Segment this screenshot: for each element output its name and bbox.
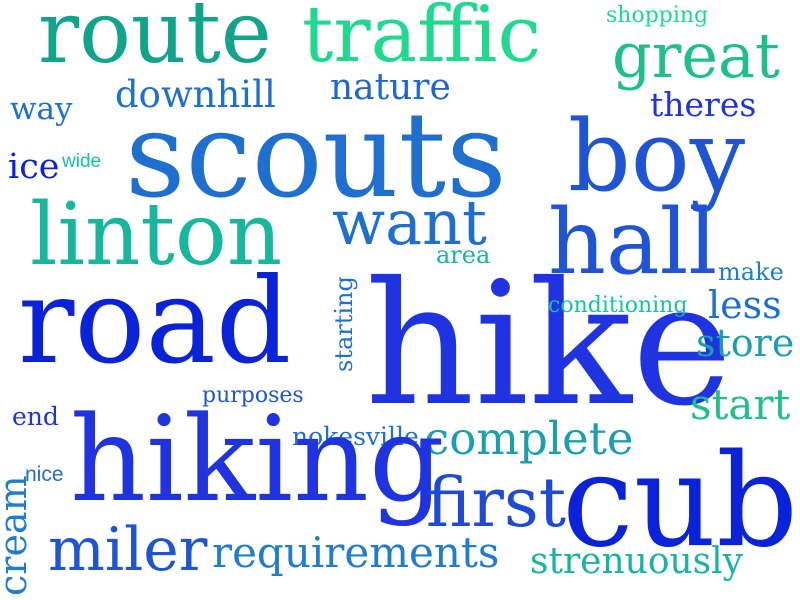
word-starting: starting <box>330 276 358 372</box>
word-traffic: traffic <box>302 0 542 80</box>
word-area: area <box>436 241 491 269</box>
word-way: way <box>10 91 73 127</box>
word-cream: cream <box>0 475 35 596</box>
word-ice: ice <box>8 147 60 187</box>
word-end: end <box>12 402 59 431</box>
word-make: make <box>718 258 784 286</box>
word-nature: nature <box>330 67 451 108</box>
word-road: road <box>18 252 292 390</box>
word-cub: cub <box>562 427 799 576</box>
word-theres: theres <box>650 85 757 124</box>
word-scouts: scouts <box>125 86 507 224</box>
word-great: great <box>612 19 780 92</box>
word-wide: wide <box>62 151 102 172</box>
word-want: want <box>332 186 487 259</box>
word-nokesville: nokesville <box>292 422 419 451</box>
word-conditioning: conditioning <box>548 293 688 318</box>
word-boy: boy <box>568 100 746 214</box>
word-purposes: purposes <box>202 383 304 408</box>
word-first: first <box>426 464 567 543</box>
word-hall: hall <box>548 190 718 295</box>
word-nice: nice <box>25 463 64 486</box>
word-start: start <box>690 380 791 429</box>
word-store: store <box>696 321 795 365</box>
word-route: route <box>38 0 272 83</box>
word-linton: linton <box>30 185 283 285</box>
word-less: less <box>708 283 782 327</box>
word-miler: miler <box>48 515 208 585</box>
word-downhill: downhill <box>115 73 276 116</box>
word-requirements: requirements <box>212 528 500 577</box>
word-shopping: shopping <box>606 3 709 28</box>
word-hiking: hiking <box>70 390 445 528</box>
word-complete: complete <box>424 412 634 465</box>
word-hike: hike <box>365 246 733 444</box>
word-strenuously: strenuously <box>530 541 744 582</box>
